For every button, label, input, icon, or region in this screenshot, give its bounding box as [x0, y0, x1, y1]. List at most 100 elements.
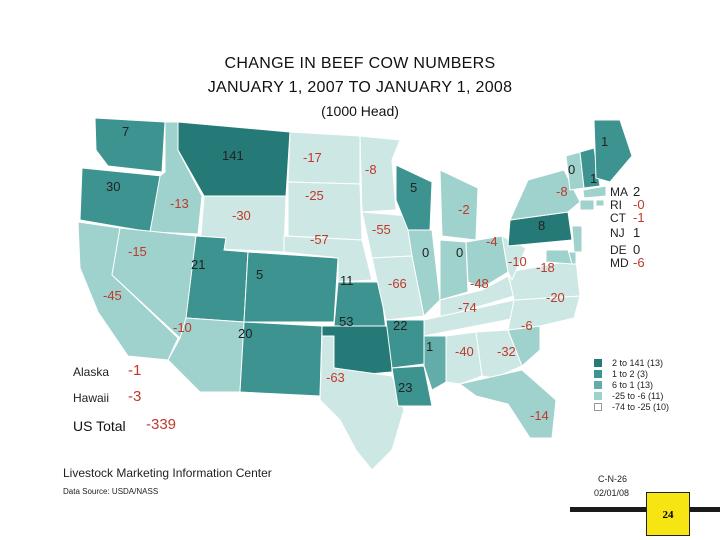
state-oh — [465, 235, 509, 289]
state-value-wv: -10 — [508, 254, 527, 269]
state-abbr-de: DE — [610, 243, 627, 257]
state-value-or: 30 — [106, 179, 120, 194]
state-value-de: 0 — [633, 242, 640, 257]
state-tx — [319, 335, 405, 471]
state-ms — [423, 335, 447, 391]
legend-swatch — [594, 381, 602, 389]
state-co — [243, 251, 339, 323]
state-value-ia: -55 — [372, 222, 391, 237]
chart-date: 02/01/08 — [594, 488, 630, 498]
state-value-nv: -15 — [128, 244, 147, 259]
state-value-az: -10 — [173, 320, 192, 335]
state-ga — [475, 329, 523, 379]
state-value-in: 0 — [456, 245, 463, 260]
state-value-ct: -1 — [633, 210, 645, 225]
state-md — [545, 249, 573, 265]
state-wa — [94, 117, 166, 173]
state-value-ga: -32 — [497, 344, 516, 359]
state-me — [593, 119, 633, 183]
legend-item: -25 to -6 (11) — [594, 391, 684, 402]
map-subtitle: (1000 Head) — [321, 103, 399, 119]
legend-item: -74 to -25 (10) — [594, 402, 684, 413]
state-abbr-nj: NJ — [610, 226, 625, 240]
state-nd — [287, 131, 361, 185]
legend-item: 2 to 141 (13) — [594, 358, 684, 369]
state-value-ky: -48 — [470, 276, 489, 291]
state-value-ar: 22 — [393, 318, 407, 333]
state-value-id: -13 — [170, 196, 189, 211]
legend-label: 1 to 2 (3) — [612, 369, 649, 379]
state-value-vt: 0 — [568, 162, 575, 177]
state-value-tx: -63 — [326, 370, 345, 385]
state-value-mn: -8 — [365, 162, 377, 177]
state-value-ny: -8 — [556, 184, 568, 199]
state-value-sc: -6 — [521, 318, 533, 333]
state-value-wa: 7 — [122, 124, 129, 139]
alaska-label: Alaska — [73, 365, 110, 379]
state-value-nc: -20 — [546, 290, 565, 305]
data-source: Data Source: USDA/NASS — [63, 487, 159, 496]
state-value-tn: -74 — [458, 300, 477, 315]
map-title-line1: CHANGE IN BEEF COW NUMBERS — [224, 55, 496, 72]
state-value-nj: 1 — [633, 225, 640, 240]
state-abbr-ct: CT — [610, 211, 627, 225]
map-title-line2: JANUARY 1, 2007 TO JANUARY 1, 2008 — [207, 79, 513, 96]
state-value-ma: 2 — [633, 184, 640, 199]
state-al — [445, 331, 483, 385]
state-value-ca: -45 — [103, 288, 122, 303]
state-value-wy: -30 — [232, 208, 251, 223]
state-ri — [595, 199, 605, 207]
legend-item: 6 to 1 (13) — [594, 380, 684, 391]
state-value-pa: 8 — [538, 218, 545, 233]
state-value-wi: 5 — [410, 180, 417, 195]
state-value-nm: 20 — [238, 326, 252, 341]
state-value-mi: -2 — [458, 202, 470, 217]
legend-swatch — [594, 392, 602, 400]
hawaii-label: Hawaii — [73, 391, 110, 405]
hawaii-value: -3 — [128, 388, 142, 405]
page-number: 24 — [646, 492, 690, 536]
legend-item: 1 to 2 (3) — [594, 369, 684, 380]
state-mn — [359, 135, 401, 213]
chart-code: C-N-26 — [598, 474, 628, 484]
legend-swatch — [594, 359, 602, 367]
state-abbr-ri: RI — [610, 198, 622, 212]
legend-label: 2 to 141 (13) — [612, 358, 664, 368]
state-value-ne: -57 — [310, 232, 329, 247]
state-value-ri: -0 — [633, 197, 645, 212]
legend-swatch — [594, 370, 602, 378]
us-total-label: US Total — [73, 418, 126, 434]
state-va — [507, 259, 581, 301]
state-value-mo: -66 — [388, 276, 407, 291]
legend-swatch — [594, 403, 602, 411]
alaska-value: -1 — [128, 362, 142, 379]
state-value-il: 0 — [422, 245, 429, 260]
state-ma — [582, 185, 607, 199]
state-value-md: -6 — [633, 255, 645, 270]
state-value-ks: 11 — [340, 273, 354, 288]
state-value-ms: 1 — [426, 339, 433, 354]
state-value-mt: 141 — [222, 148, 244, 163]
us-total-value: -339 — [146, 416, 177, 433]
legend-label: -25 to -6 (11) — [612, 391, 664, 401]
state-la — [391, 365, 433, 407]
legend-label: -74 to -25 (10) — [612, 402, 670, 412]
source-organization: Livestock Marketing Information Center — [63, 466, 272, 480]
state-value-ut: 21 — [191, 257, 205, 272]
state-nc — [507, 295, 581, 331]
state-value-oh: -4 — [486, 234, 498, 249]
state-value-nh: 1 — [590, 171, 597, 186]
state-ny — [509, 169, 581, 221]
footer-rule — [570, 507, 720, 512]
state-value-fl: -14 — [530, 408, 549, 423]
state-value-nd: -17 — [303, 150, 322, 165]
state-value-ok: 53 — [339, 314, 353, 329]
legend-label: 6 to 1 (13) — [612, 380, 654, 390]
state-or — [79, 167, 163, 233]
state-value-me: 1 — [601, 134, 608, 149]
state-value-al: -40 — [455, 344, 474, 359]
state-ct — [579, 199, 595, 211]
state-fl — [458, 369, 557, 439]
state-in — [439, 239, 469, 301]
